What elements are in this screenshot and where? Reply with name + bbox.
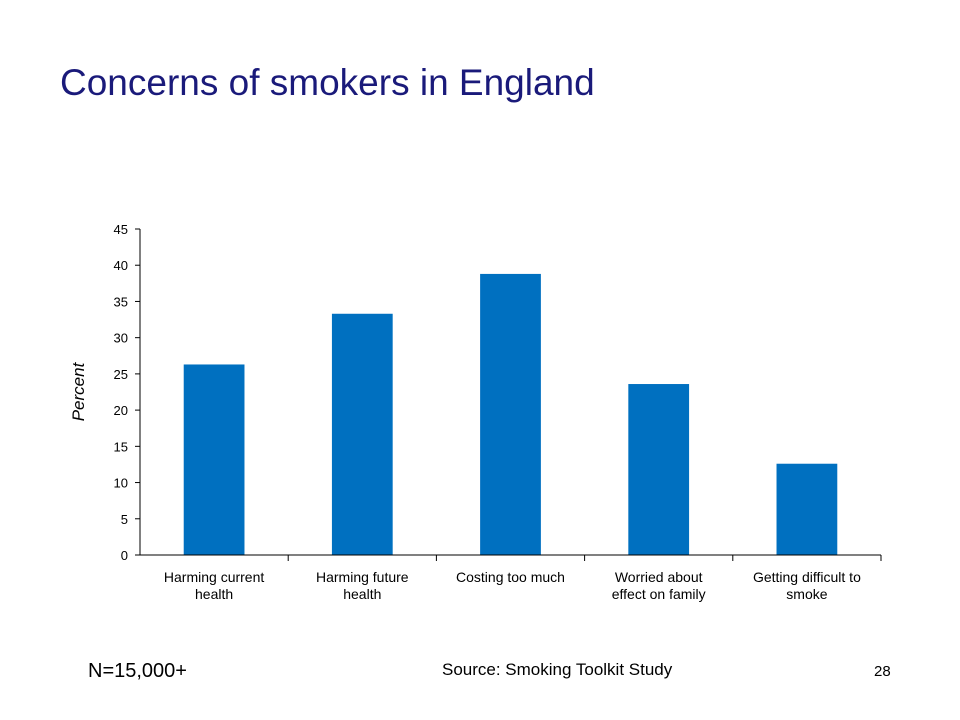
sample-size-note: N=15,000+ [88,660,187,682]
slide-title: Concerns of smokers in England [60,62,595,103]
y-tick-label: 40 [114,258,128,273]
y-tick-label: 30 [114,331,128,346]
bar [331,313,393,555]
y-tick-label: 5 [121,512,128,527]
y-tick-label: 15 [114,439,128,454]
y-tick-label: 0 [121,548,128,563]
y-tick-label: 45 [114,222,128,237]
source-note: Source: Smoking Toolkit Study [442,660,673,679]
y-axis-title: Percent [69,361,88,421]
bar [776,463,838,555]
page-number: 28 [874,663,891,680]
bar [628,384,690,555]
y-tick-label: 10 [114,476,128,491]
x-tick-label: Getting difficult to smoke [753,569,861,602]
x-tick-label: Harming future health [316,569,409,602]
x-axis-labels: Harming current health Harming future healt… [164,555,882,602]
y-tick-label: 35 [114,294,128,309]
bar [480,273,541,555]
y-axis-ticks: 0 5 10 15 20 25 30 35 40 45 [114,222,140,563]
y-tick-label: 20 [114,403,128,418]
x-tick-label: Costing too much [456,569,565,585]
bars [183,273,838,555]
x-tick-label: Worried about effect on family [612,569,706,602]
x-tick-label: Harming current health [164,569,264,602]
y-tick-label: 25 [114,367,128,382]
bar [183,364,245,555]
